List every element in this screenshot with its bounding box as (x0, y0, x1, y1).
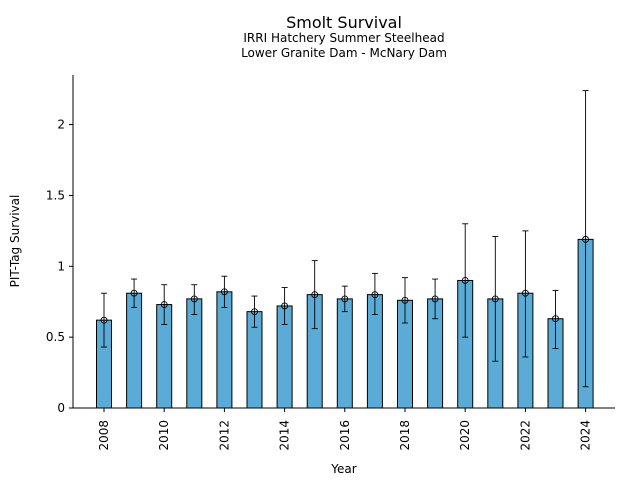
x-tick-label: 2020 (458, 420, 472, 451)
chart-title: Smolt Survival (286, 13, 402, 32)
x-tick-label: 2008 (97, 420, 111, 451)
bar-2012 (216, 291, 233, 409)
point-marker-2024 (582, 235, 590, 243)
x-tick-label: 2022 (518, 420, 532, 451)
x-tick-label: 2010 (157, 420, 171, 451)
x-tick-label: 2016 (338, 420, 352, 451)
chart-subtitle-line-1: IRRI Hatchery Summer Steelhead (243, 31, 444, 45)
y-tick-label: 0 (57, 401, 65, 415)
point-marker-2023 (552, 315, 559, 323)
point-marker-2020 (461, 277, 469, 284)
point-marker-2012 (220, 288, 228, 296)
point-marker-2009 (130, 289, 138, 297)
x-tick-label: 2018 (398, 420, 412, 451)
point-marker-2022 (521, 289, 529, 297)
y-tick-label: 1.5 (46, 188, 65, 202)
point-marker-2008 (100, 316, 108, 324)
chart-subtitle-line-2: Lower Granite Dam - McNary Dam (241, 46, 447, 60)
bar-2009 (126, 292, 143, 409)
point-marker-2011 (190, 295, 198, 303)
point-marker-2010 (160, 301, 168, 309)
y-axis-title: PIT-Tag Survival (8, 195, 22, 288)
bar-2011 (186, 298, 203, 409)
y-tick-label: 0.5 (46, 330, 65, 344)
point-marker-2019 (431, 295, 439, 303)
x-axis-title: Year (330, 462, 356, 476)
bar-2016 (336, 298, 353, 409)
y-tick-label: 1 (57, 259, 65, 273)
point-marker-2014 (281, 302, 289, 310)
x-tick-label: 2014 (278, 420, 292, 451)
point-marker-2016 (341, 295, 349, 303)
point-marker-2013 (251, 308, 258, 316)
point-marker-2021 (491, 295, 499, 303)
point-marker-2018 (401, 296, 409, 304)
plot-area (96, 90, 594, 409)
x-tick-label: 2024 (579, 420, 593, 451)
point-marker-2015 (311, 291, 319, 299)
y-tick-label: 2 (57, 118, 65, 132)
x-tick-label: 2012 (217, 420, 231, 451)
point-marker-2017 (371, 291, 379, 299)
